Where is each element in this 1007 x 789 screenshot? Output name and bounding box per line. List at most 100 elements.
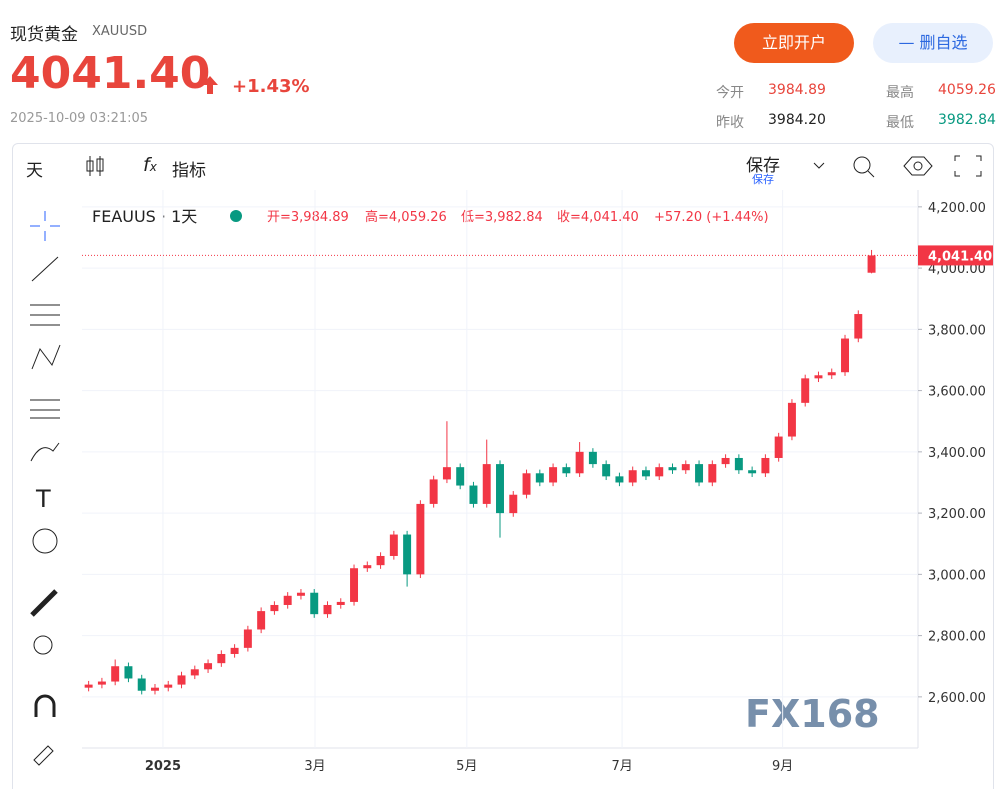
stat-label: 昨收 [716, 115, 744, 131]
candle-body [549, 467, 558, 483]
svg-text:T: T [35, 485, 51, 513]
candle-body [867, 255, 876, 273]
candle-body [97, 681, 106, 685]
candle-body [575, 451, 584, 474]
candle-body [456, 467, 465, 486]
save[interactable]: 保存 [746, 156, 780, 176]
candle-body [496, 464, 504, 514]
drawing-tools: T [30, 211, 61, 766]
legend-symbol: FEAUUS · 1天 [92, 207, 197, 226]
x-tick-label: 9月 [772, 759, 793, 774]
candle-body [270, 604, 279, 612]
x-tick-label: 2025 [145, 759, 181, 774]
toolbar-icons [813, 155, 982, 178]
candle-body [655, 467, 664, 477]
candle-body [442, 467, 451, 480]
fx-icon[interactable]: fx [143, 154, 157, 176]
last-price-label: 4,041.40 [928, 249, 992, 264]
candle-body [602, 464, 611, 477]
candle-body [469, 485, 478, 504]
candle-body [124, 666, 133, 679]
candle-body [429, 479, 438, 504]
candle-body [403, 534, 412, 575]
candle-body [204, 663, 213, 670]
x-tick-label: 3月 [304, 759, 325, 774]
legend-close: 收=4,041.40 [557, 210, 639, 225]
candle-body [376, 555, 385, 566]
x-tick-label: 5月 [456, 759, 477, 774]
candle-body [509, 494, 518, 514]
legend-low: 低=3,982.84 [461, 210, 543, 225]
interval[interactable]: 天 [26, 161, 43, 181]
legend-high: 高=4,059.26 [365, 209, 447, 225]
candle-body [230, 647, 239, 654]
candle-body [588, 451, 597, 465]
candle-body [164, 684, 173, 688]
candle-body [841, 338, 849, 373]
candle-body [111, 666, 120, 682]
candle-body [761, 457, 770, 474]
candle-body [257, 611, 266, 630]
last-price-box [918, 245, 993, 266]
stat-label: 最高 [886, 85, 914, 101]
stat-value: 3982.84 [938, 112, 996, 128]
candle-body [708, 464, 717, 483]
candle-body [681, 464, 690, 471]
y-tick-label: 2,800.00 [928, 630, 986, 645]
candle-body [787, 402, 796, 437]
candle-body [336, 601, 345, 605]
legend-open: 开=3,984.89 [267, 210, 349, 225]
candle-body [296, 592, 305, 596]
y-tick-label: 3,000.00 [928, 568, 986, 583]
candle-body [363, 565, 372, 569]
y-tick-label: 3,200.00 [928, 507, 986, 522]
watermark: FX168 [745, 692, 880, 736]
candle-body [628, 470, 637, 483]
y-tick-label: 3,400.00 [928, 446, 986, 461]
y-tick-label: 4,200.00 [928, 201, 986, 216]
candle-body [641, 470, 650, 477]
candle-body [615, 476, 624, 483]
candle-body [774, 436, 783, 458]
save-sub: 保存 [752, 173, 774, 186]
candle-body [827, 372, 836, 376]
time: 2025-10-09 03:21:05 [10, 111, 149, 126]
candle-body [535, 473, 544, 483]
x-tick-label: 7月 [611, 759, 632, 774]
indicators[interactable]: 指标 [172, 161, 206, 181]
candle-body [721, 457, 730, 465]
candle-body [562, 467, 571, 474]
candle-body [323, 604, 332, 615]
candle-body [243, 629, 252, 648]
candle-body [814, 375, 823, 379]
stat-value: 4059.26 [938, 82, 996, 98]
candle-body [668, 467, 677, 471]
candle-body [748, 470, 757, 474]
status-dot [230, 210, 242, 222]
candle-body [84, 684, 93, 688]
title: 现货黄金 [10, 25, 78, 45]
y-tick-label: 3,800.00 [928, 323, 986, 338]
legend-change: +57.20 (+1.44%) [654, 210, 769, 225]
remove-watch-button[interactable]: — 删自选 [873, 23, 993, 63]
candle-body [734, 457, 743, 471]
stat-value: 3984.20 [768, 112, 826, 128]
candle-body [177, 675, 186, 685]
chart-frame [12, 143, 994, 789]
candle-body [137, 678, 146, 691]
symbol: XAUUSD [92, 24, 148, 39]
candle-body [283, 595, 292, 605]
candle-body [310, 592, 319, 615]
candle-body [522, 473, 531, 495]
remove-watch-label: 删自选 [919, 33, 968, 52]
open-account-button[interactable]: 立即开户 [734, 23, 854, 63]
candle-icon[interactable] [84, 154, 106, 178]
change: +1.43% [232, 76, 310, 97]
candle-body [350, 568, 359, 602]
y-tick-label: 3,600.00 [928, 385, 986, 400]
candle-body [190, 669, 199, 676]
candle-body [416, 503, 425, 575]
stat-label: 最低 [886, 115, 914, 131]
